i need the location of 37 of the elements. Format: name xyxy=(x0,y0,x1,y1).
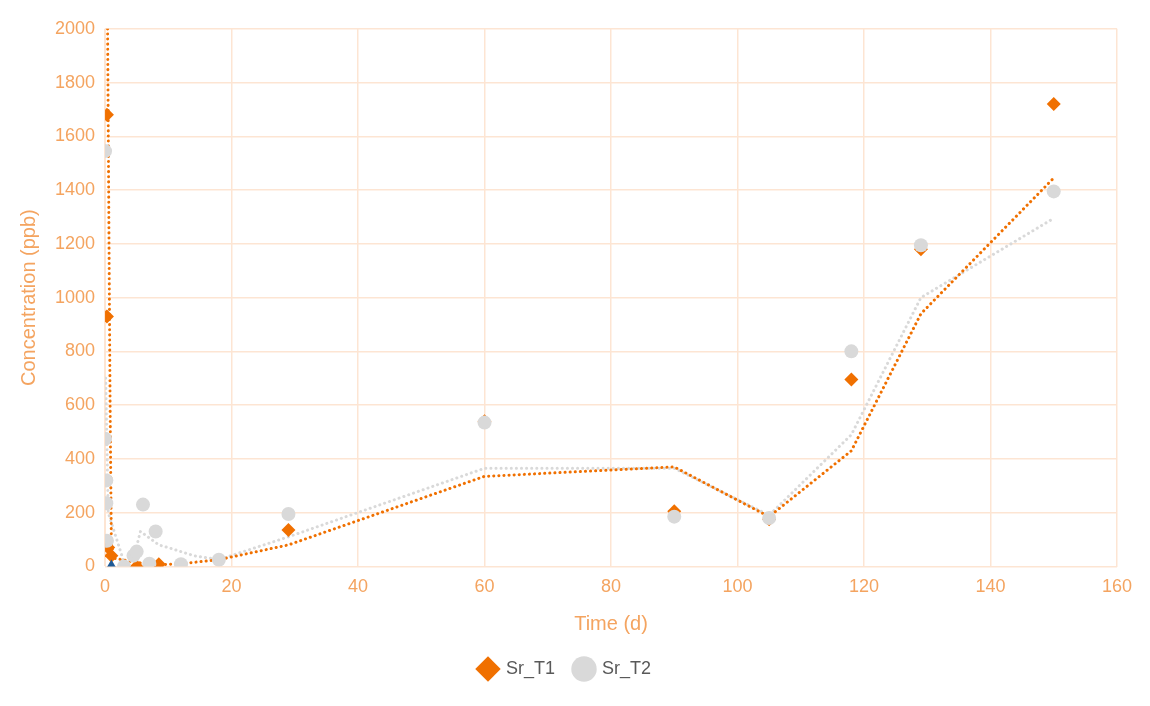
x-tick-label: 100 xyxy=(722,576,753,597)
point xyxy=(135,497,150,512)
x-tick-label: 80 xyxy=(601,576,622,597)
y-axis-title: Concentration (ppb) xyxy=(16,209,39,386)
point xyxy=(281,506,296,521)
point xyxy=(667,509,682,524)
y-tick-label: 0 xyxy=(85,555,96,576)
y-tick-label: 200 xyxy=(65,501,96,522)
point xyxy=(913,238,928,253)
x-tick-label: 140 xyxy=(975,576,1006,597)
point xyxy=(148,524,163,539)
y-tick-label: 1000 xyxy=(55,286,96,307)
y-tick-label: 2000 xyxy=(55,17,96,38)
y-tick-label: 1600 xyxy=(55,125,96,146)
y-tick-label: 1200 xyxy=(55,232,96,253)
x-tick-label: 160 xyxy=(1101,576,1133,597)
point xyxy=(1046,97,1061,112)
legend-label: Sr_T2 xyxy=(602,657,652,679)
point xyxy=(844,344,859,359)
y-tick-label: 600 xyxy=(65,394,96,415)
x-tick-label: 0 xyxy=(100,576,111,597)
point xyxy=(1046,184,1061,199)
y-tick-label: 1400 xyxy=(55,179,96,200)
legend-label: Sr_T1 xyxy=(505,657,556,679)
x-tick-label: 120 xyxy=(848,576,880,597)
point xyxy=(129,544,144,559)
point xyxy=(211,552,226,567)
y-tick-label: 1800 xyxy=(55,71,96,92)
y-tick-label: 800 xyxy=(65,340,96,361)
x-axis-title: Time (d) xyxy=(574,611,648,634)
point xyxy=(844,372,859,387)
x-tick-label: 60 xyxy=(474,576,495,597)
y-tick-label: 400 xyxy=(65,447,96,468)
x-tick-label: 20 xyxy=(221,576,242,597)
x-tick-label: 40 xyxy=(348,576,369,597)
point xyxy=(281,523,296,538)
point xyxy=(105,548,119,563)
